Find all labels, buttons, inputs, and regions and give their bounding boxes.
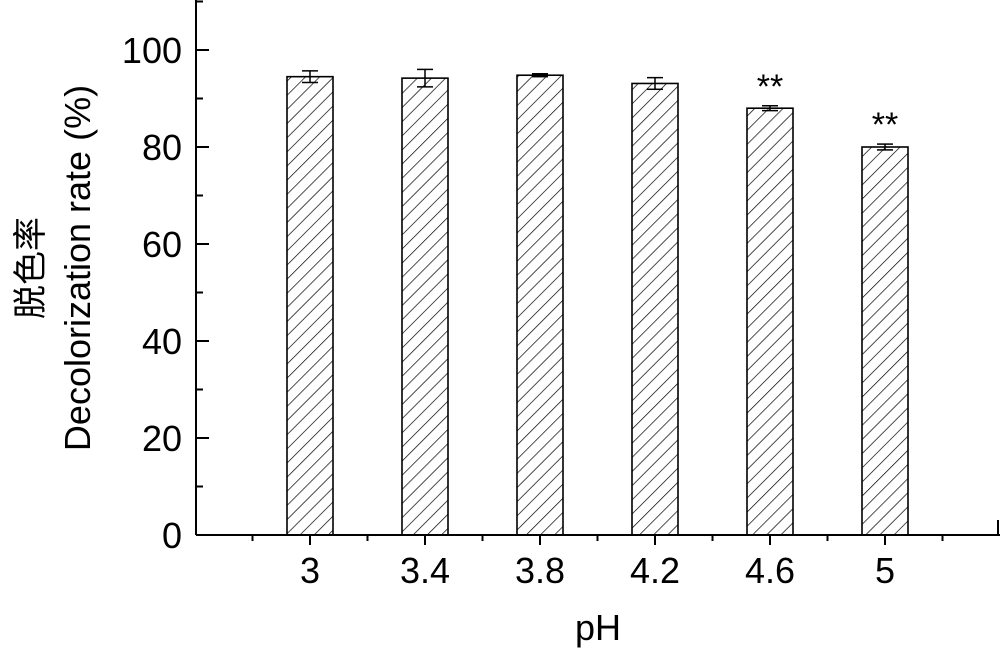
- error-bars: [302, 68, 893, 151]
- x-tick-label: 3: [300, 550, 320, 591]
- x-tick-label: 3.8: [515, 550, 565, 591]
- x-axis-label: pH: [575, 607, 621, 648]
- bar: [286, 75, 334, 536]
- error-bar: [417, 68, 433, 88]
- y-ticks: 0 20 40 60 80 100: [122, 0, 209, 556]
- x-tick-label: 3.4: [400, 550, 450, 591]
- bar: [631, 82, 679, 536]
- y-tick-label: 100: [122, 30, 182, 71]
- x-ticks: 3 3.4 3.8 4.2 4.6 5: [251, 535, 944, 591]
- bars: [286, 74, 909, 536]
- y-axis-label-cn: 脱色率: [11, 217, 51, 319]
- error-bar: [302, 70, 318, 84]
- x-tick-label: 4.2: [630, 550, 680, 591]
- y-tick-label: 40: [142, 321, 182, 362]
- error-bar: [877, 143, 893, 151]
- x-tick-label: 4.6: [745, 550, 795, 591]
- error-bar: [647, 76, 663, 91]
- y-tick-label: 20: [142, 418, 182, 459]
- significance-label: **: [872, 106, 898, 144]
- y-axis-label: Decolorization rate (%): [57, 85, 98, 451]
- bar: [861, 146, 909, 536]
- y-tick-label: 80: [142, 127, 182, 168]
- x-tick-label: 5: [875, 550, 895, 591]
- y-tick-label: 0: [162, 515, 182, 556]
- bar: [401, 77, 449, 536]
- error-bar: [762, 105, 778, 112]
- bar: [516, 74, 564, 536]
- significance-label: **: [757, 68, 783, 106]
- error-bar: [532, 73, 548, 78]
- bar: [746, 107, 794, 536]
- y-tick-label: 60: [142, 224, 182, 265]
- significance-marks: ** **: [757, 68, 898, 144]
